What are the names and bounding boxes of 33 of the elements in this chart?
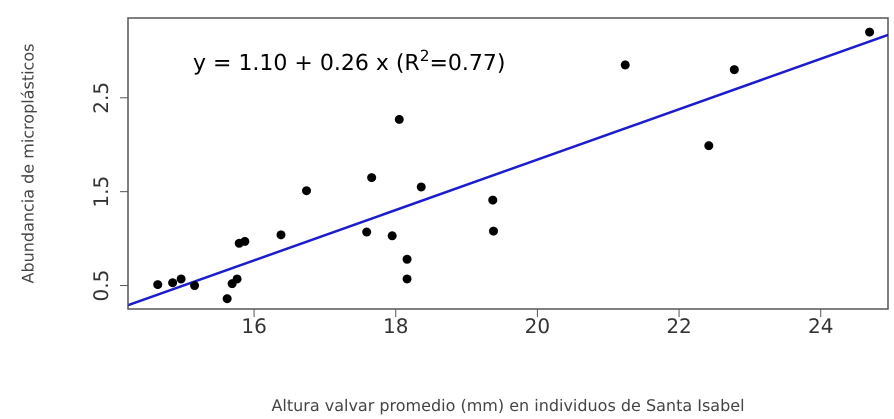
y-tick-label: 2.5 [89, 82, 113, 114]
point [276, 230, 286, 240]
y-tick-label: 0.5 [89, 270, 113, 302]
x-tick-label: 20 [524, 314, 550, 338]
point [704, 141, 714, 150]
x-tick-label: 18 [383, 314, 408, 338]
point [416, 182, 426, 192]
point [362, 228, 372, 237]
point [620, 60, 630, 70]
point [488, 196, 498, 205]
point [865, 28, 874, 37]
x-tick-label: 24 [808, 314, 834, 338]
point [402, 254, 412, 264]
point [388, 231, 397, 240]
point [302, 186, 312, 196]
point [394, 114, 404, 124]
point [367, 173, 376, 182]
point [240, 236, 250, 246]
point [190, 281, 200, 290]
point [402, 274, 412, 284]
point [153, 280, 162, 290]
x-axis-title: Altura valvar promedio (mm) en individuos de Santa Isabel [271, 396, 745, 415]
y-axis-title: Abundancia de microplásticos [18, 44, 38, 284]
point [176, 274, 186, 284]
point [168, 278, 178, 288]
annotation: y = 1.10 + 0.26 x (R$^{2}$=0.77) [193, 47, 506, 76]
point [232, 274, 242, 284]
point [488, 226, 498, 236]
x-tick-label: 22 [666, 314, 692, 338]
y-tick-label: 1.5 [89, 176, 113, 208]
x-tick-label: 16 [241, 314, 267, 338]
point [730, 65, 739, 74]
point [222, 294, 232, 304]
